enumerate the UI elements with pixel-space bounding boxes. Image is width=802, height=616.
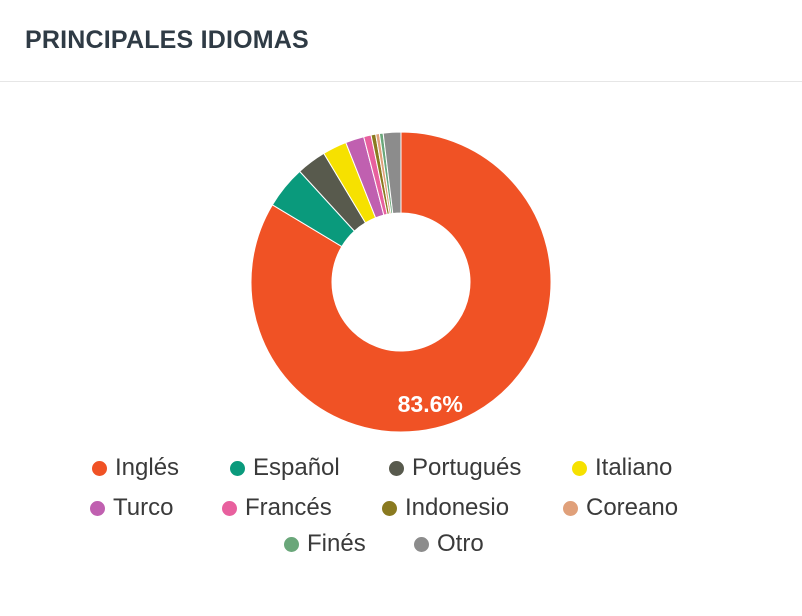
legend-label: Portugués xyxy=(412,454,522,481)
legend-label: Otro xyxy=(437,530,484,557)
legend-swatch-icon xyxy=(92,460,107,476)
legend-item-italiano[interactable]: Italiano xyxy=(572,450,672,486)
donut-data-labels: 83.6% xyxy=(398,391,463,417)
legend-item-fines[interactable]: Finés xyxy=(284,526,366,562)
legend-label: Turco xyxy=(113,494,174,521)
legend-label: Finés xyxy=(307,530,366,557)
legend-item-portugues[interactable]: Portugués xyxy=(389,450,521,486)
legend-row: Inglés Español Portugués Italiano xyxy=(0,450,802,486)
legend-swatch-icon xyxy=(90,500,105,516)
legend-row: Finés Otro xyxy=(0,526,802,562)
legend-swatch-icon xyxy=(230,460,245,476)
legend-item-indonesio[interactable]: Indonesio xyxy=(382,490,509,526)
legend-row: Turco Francés Indonesio Coreano xyxy=(0,490,802,526)
legend-item-espanol[interactable]: Español xyxy=(230,450,340,486)
legend-swatch-icon xyxy=(222,500,237,516)
legend-item-frances[interactable]: Francés xyxy=(222,490,332,526)
legend-label: Francés xyxy=(245,494,332,521)
legend-label: Italiano xyxy=(595,454,673,481)
card-title: PRINCIPALES IDIOMAS xyxy=(25,26,309,54)
legend-swatch-icon xyxy=(389,460,404,476)
legend-swatch-icon xyxy=(414,536,429,552)
legend-swatch-icon xyxy=(284,536,299,552)
legend-swatch-icon xyxy=(572,460,587,476)
slice-ingles[interactable] xyxy=(250,131,552,433)
legend-label: Indonesio xyxy=(405,494,510,521)
slice-otro[interactable] xyxy=(382,131,402,215)
donut-chart: 83.6% xyxy=(250,131,552,433)
legend-label: Coreano xyxy=(586,494,679,521)
legend-label: Español xyxy=(253,454,340,481)
data-label: 83.6% xyxy=(398,391,463,417)
legend-swatch-icon xyxy=(382,500,397,516)
card-header: PRINCIPALES IDIOMAS xyxy=(0,0,802,82)
legend-item-ingles[interactable]: Inglés xyxy=(92,450,179,486)
legend-swatch-icon xyxy=(563,500,578,516)
legend-item-coreano[interactable]: Coreano xyxy=(563,490,678,526)
legend-label: Inglés xyxy=(115,454,180,481)
legend-item-otro[interactable]: Otro xyxy=(414,526,484,562)
legend-item-turco[interactable]: Turco xyxy=(90,490,173,526)
donut-slices xyxy=(250,131,552,433)
